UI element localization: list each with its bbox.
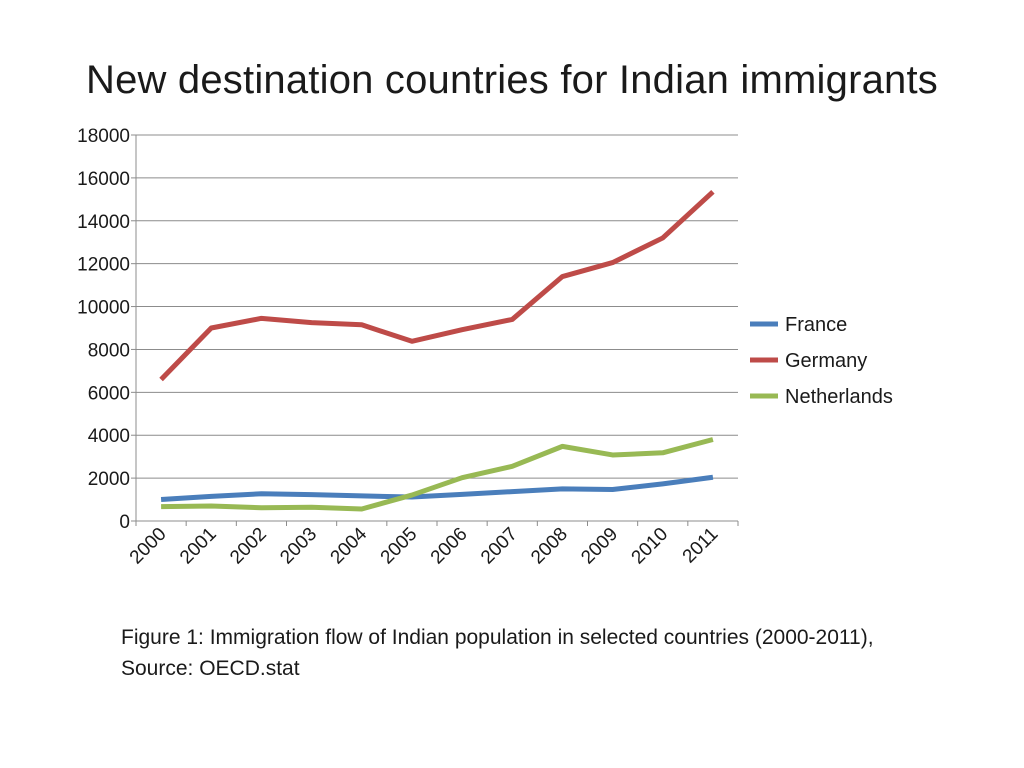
chart-axes xyxy=(131,134,739,526)
x-axis-tick-labels: 2000 2001 2002 2003 2004 2005 2006 2007 2008 2009… xyxy=(126,523,723,568)
x-tick-label: 2004 xyxy=(327,523,372,568)
y-tick-label: 14000 xyxy=(77,212,130,233)
legend-label: Netherlands xyxy=(785,386,893,408)
figure-caption: Figure 1: Immigration flow of Indian pop… xyxy=(121,626,874,680)
y-tick-label: 2000 xyxy=(88,469,130,490)
x-tick-label: 2005 xyxy=(377,524,422,569)
chart-gridlines xyxy=(136,134,738,479)
x-tick-label: 2007 xyxy=(477,524,522,569)
x-tick-label: 2010 xyxy=(628,524,673,569)
x-tick-label: 2001 xyxy=(176,524,221,569)
x-tick-label: 2006 xyxy=(427,524,472,569)
x-tick-label: 2000 xyxy=(126,524,171,569)
series-line-netherlands xyxy=(161,437,714,512)
series-line-germany xyxy=(159,189,715,382)
y-tick-label: 0 xyxy=(119,512,130,533)
slide-title: New destination countries for Indian imm… xyxy=(85,58,939,102)
y-tick-label: 6000 xyxy=(88,383,130,404)
chart-series xyxy=(159,189,715,512)
y-tick-label: 12000 xyxy=(77,255,130,276)
y-tick-label: 18000 xyxy=(77,126,130,147)
y-axis-tick-labels: 0 2000 4000 6000 8000 10000 12000 14000 16000 180… xyxy=(77,126,130,533)
series-line-france xyxy=(160,474,714,503)
y-tick-label: 10000 xyxy=(77,298,130,319)
chart-legend: France Germany Netherlands xyxy=(750,314,893,408)
x-tick-label: 2009 xyxy=(577,524,622,569)
x-tick-label: 2008 xyxy=(527,524,572,569)
x-tick-label: 2003 xyxy=(276,524,321,569)
y-tick-label: 16000 xyxy=(77,169,130,190)
y-tick-label: 8000 xyxy=(88,340,130,361)
x-tick-label: 2002 xyxy=(226,524,271,569)
y-tick-label: 4000 xyxy=(88,426,130,447)
legend-label: France xyxy=(785,314,847,336)
x-tick-label: 2011 xyxy=(679,524,723,568)
legend-label: Germany xyxy=(785,350,867,372)
